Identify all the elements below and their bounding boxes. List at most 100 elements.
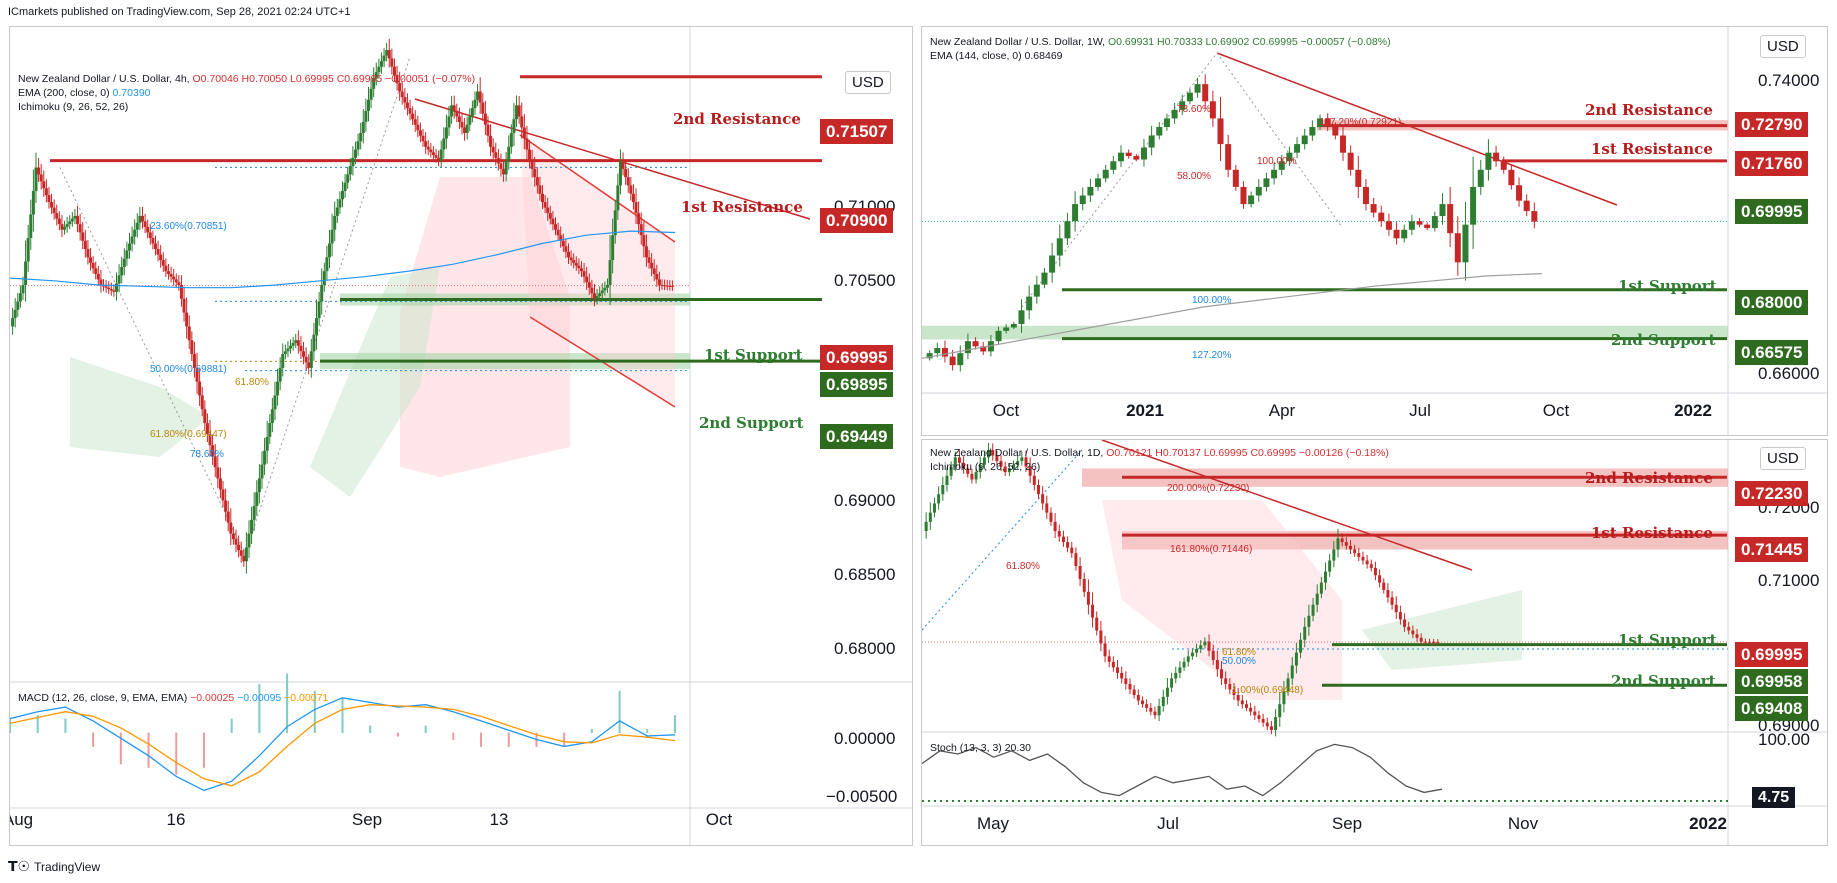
daily-candle (1398, 612, 1402, 620)
daily-candle (1236, 695, 1240, 701)
daily-candle (1111, 661, 1115, 668)
daily-candle (1265, 722, 1269, 727)
daily-candle (1249, 707, 1253, 712)
weekly-chart-canvas[interactable] (922, 27, 1828, 436)
left-candle (148, 232, 152, 238)
daily-chart-panel[interactable]: New Zealand Dollar / U.S. Dollar, 1D, O0… (921, 439, 1828, 846)
left-chart-panel[interactable]: New Zealand Dollar / U.S. Dollar, 4h, O0… (9, 26, 913, 846)
daily-currency-button[interactable]: USD (1760, 447, 1806, 470)
left-candle (244, 547, 248, 562)
left-candle (634, 202, 638, 214)
left-candle (535, 177, 539, 186)
weekly-chart-panel[interactable]: New Zealand Dollar / U.S. Dollar, 1W, O0… (921, 26, 1828, 436)
left-candle (408, 108, 412, 114)
left-candle (624, 168, 628, 178)
left-candle (543, 202, 547, 208)
weekly-candle (1477, 169, 1484, 187)
weekly-candle (1523, 200, 1530, 212)
daily-candle (1099, 630, 1103, 644)
left-candle (153, 243, 157, 250)
weekly-2nd-support-label: 2nd Support (1611, 331, 1716, 349)
weekly-symbol: New Zealand Dollar / U.S. Dollar, 1W, (930, 36, 1106, 48)
macd-histogram-bar (147, 732, 150, 768)
left-candle (299, 345, 303, 352)
weekly-1st-resistance-price: 0.71760 (1735, 151, 1809, 176)
fib-label: 127.20% (1192, 350, 1232, 361)
daily-time-tick: Sep (1331, 814, 1363, 833)
left-candle (400, 91, 404, 98)
support-zone (922, 325, 1728, 340)
left-candle (481, 102, 485, 114)
weekly-candle (1431, 216, 1438, 229)
left-candle (247, 533, 251, 548)
daily-candle (1369, 564, 1373, 568)
left-candle (177, 282, 181, 285)
left-candle (590, 287, 594, 294)
left-candle (444, 127, 448, 139)
weekly-candle (1454, 233, 1461, 263)
weekly-candle (1118, 152, 1125, 162)
left-candle (120, 267, 124, 276)
daily-candle (937, 494, 941, 504)
ichimoku-cloud (1102, 500, 1342, 700)
weekly-candle (1049, 255, 1056, 273)
daily-candle (1344, 542, 1348, 546)
left-candle (143, 221, 147, 227)
left-candle (541, 193, 545, 203)
left-candle (353, 149, 357, 158)
daily-candle (1261, 718, 1265, 723)
weekly-candle (1531, 211, 1538, 222)
left-candle (429, 149, 433, 153)
left-candle (65, 224, 69, 227)
daily-candle (1061, 536, 1065, 543)
ema-144-line (922, 273, 1543, 359)
daily-candle (1095, 617, 1099, 631)
left-candle (96, 273, 100, 280)
daily-candle (949, 466, 953, 476)
stoch-value-tag: 4.75 (1752, 787, 1796, 808)
left-candle (286, 348, 290, 352)
left-candle (252, 506, 256, 520)
left-candle (655, 273, 659, 280)
daily-candle (1220, 669, 1224, 679)
daily-chart-canvas[interactable] (922, 440, 1828, 846)
weekly-currency-button[interactable]: USD (1760, 35, 1806, 58)
daily-1st-resistance-label: 1st Resistance (1591, 524, 1713, 542)
weekly-candle (1439, 204, 1446, 217)
left-candle (663, 285, 667, 287)
publish-info: ICmarkets published on TradingView.com, … (8, 6, 351, 18)
weekly-candle (1148, 135, 1155, 148)
left-candle (73, 215, 77, 219)
left-candle (356, 141, 360, 150)
left-candle (639, 224, 643, 236)
left-currency-button[interactable]: USD (845, 71, 891, 94)
left-candle (416, 124, 420, 131)
left-candle (348, 166, 352, 175)
weekly-ema-value: 0.68469 (1024, 50, 1063, 62)
weekly-candle (1263, 178, 1270, 187)
left-candle (289, 345, 293, 349)
left-candle (447, 116, 451, 128)
fib-trend (59, 167, 246, 555)
left-candle (304, 356, 308, 363)
weekly-candle (1003, 327, 1010, 331)
left-chart-canvas[interactable] (10, 27, 913, 846)
fib-label: 61.80%(0.69447) (150, 429, 227, 440)
left-candle (13, 309, 17, 319)
daily-candle (1244, 704, 1248, 708)
macd-histogram-bar (92, 732, 95, 747)
daily-candle (1274, 717, 1278, 730)
daily-candle (1195, 648, 1199, 653)
daily-candle (1386, 590, 1390, 598)
left-time-tick: Sep (351, 810, 383, 829)
left-candle (398, 83, 402, 92)
weekly-2nd-resistance-price: 0.72790 (1735, 112, 1809, 137)
daily-candle (1149, 707, 1153, 712)
daily-candle (1373, 567, 1377, 576)
macd-histogram-bar (119, 732, 122, 765)
weekly-candle (1255, 186, 1262, 196)
left-candle (569, 257, 573, 261)
left-candle (413, 119, 417, 125)
daily-candle (1140, 700, 1144, 705)
macd-histogram-bar (563, 732, 566, 747)
